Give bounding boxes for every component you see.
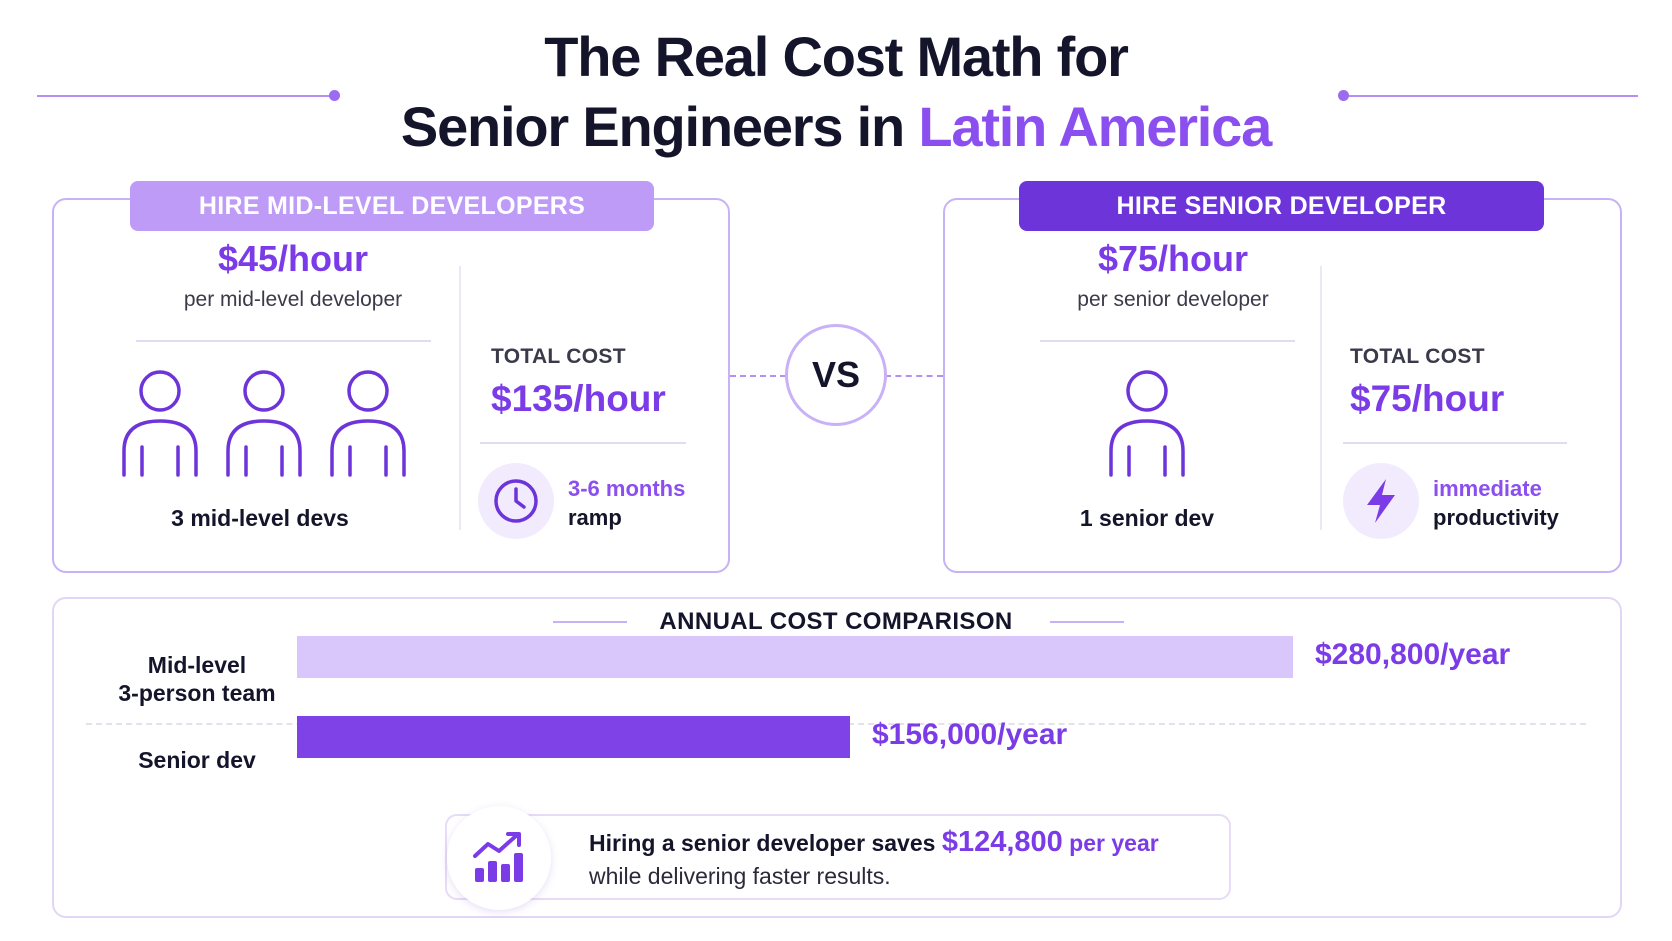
page-title: The Real Cost Math for Senior Engineers … [0,22,1672,162]
annual-title-rule-left [553,621,627,623]
clock-icon [494,479,538,523]
mid-level-people-label: 3 mid-level devs [171,505,349,531]
annual-title-rule-right [1050,621,1124,623]
mid-level-total-separator [480,442,686,444]
senior-total-value: $75/hour [1350,378,1505,419]
senior-separator [1040,340,1295,342]
mid-level-people-group [120,367,432,487]
savings-text-before: Hiring a senior developer saves [589,830,942,856]
bar-category-label-senior-line-1: Senior dev [138,747,256,773]
senior-vertical-divider [1320,266,1322,530]
senior-people-group [1107,367,1211,487]
mid-level-card-header: HIRE MID-LEVEL DEVELOPERS [130,181,654,231]
senior-rate: $75/hour [1097,238,1249,279]
mid-level-separator [136,340,431,342]
mid-level-total-value: $135/hour [491,378,666,419]
mid-level-badge-line-2: ramp [568,505,622,530]
mid-level-person-icon [224,367,304,487]
senior-person-icon [1107,367,1187,487]
mid-level-rate-sub: per mid-level developer [183,288,403,311]
bar-category-label-mid: Mid-level 3-person team [86,651,308,707]
mid-level-card [52,198,730,573]
mid-level-badge [478,463,554,539]
senior-card-header: HIRE SENIOR DEVELOPER [1019,181,1544,231]
mid-level-badge-text: 3-6 months ramp [568,474,685,532]
mid-level-total-label: TOTAL COST [491,345,626,368]
savings-line-2: while delivering faster results. [589,863,891,889]
mid-level-person-icon [328,367,408,487]
bar-value-senior-dev: $156,000/year [872,718,1068,751]
savings-unit: per year [1062,830,1159,856]
mid-level-badge-line-1: 3-6 months [568,476,686,501]
title-line-2: Senior Engineers in Latin America [0,92,1672,162]
vs-connector-left [730,375,786,377]
title-deco-line-left [37,95,333,97]
mid-level-rate: $45/hour [217,238,369,279]
senior-badge-text: immediate productivity [1433,474,1559,532]
title-deco-dot-right [1338,90,1349,101]
bar-senior-dev [297,716,850,758]
title-line-2-accent: Latin America [918,95,1272,158]
senior-total-label: TOTAL COST [1350,345,1485,368]
senior-rate-sub: per senior developer [1077,288,1269,311]
mid-level-person-icon [120,367,200,487]
vs-connector-right [885,375,943,377]
growth-chart-icon [473,832,523,882]
bar-value-mid-level-team: $280,800/year [1315,638,1511,671]
title-deco-dot-left [329,90,340,101]
senior-people-label: 1 senior dev [1079,505,1215,531]
vs-badge: VS [785,324,887,426]
title-deco-line-right [1340,95,1638,97]
annual-comparison-title: ANNUAL COST COMPARISON [659,608,1013,635]
savings-amount: $124,800 [941,826,1063,858]
savings-callout-icon-badge [447,806,551,910]
mid-level-vertical-divider [459,266,461,530]
senior-badge [1343,463,1419,539]
savings-callout [445,814,1231,900]
senior-badge-line-1: immediate [1433,476,1542,501]
bar-category-label-senior: Senior dev [86,746,308,774]
bar-mid-level-team [297,636,1293,678]
savings-callout-text: Hiring a senior developer saves $124,800… [589,826,1159,893]
lightning-icon [1367,479,1395,523]
senior-badge-line-2: productivity [1433,505,1559,530]
title-line-2-prefix: Senior Engineers in [400,95,919,158]
senior-total-separator [1343,442,1567,444]
bar-category-label-mid-line-2: 3-person team [118,680,276,706]
title-line-1: The Real Cost Math for [544,25,1129,88]
bar-category-label-mid-line-1: Mid-level [147,652,247,678]
